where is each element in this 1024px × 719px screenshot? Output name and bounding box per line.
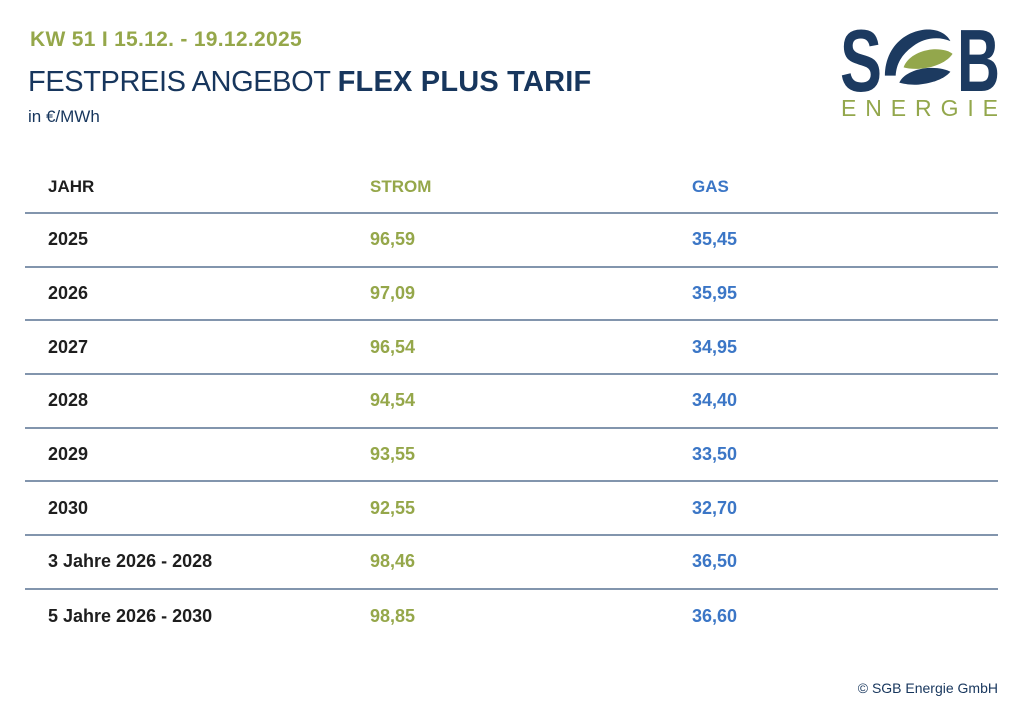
table-row: 2026 97,09 35,95: [25, 268, 998, 322]
strom-cell: 97,09: [370, 283, 416, 304]
logo-letter-s: S: [840, 26, 882, 110]
sgb-logo-icon: S B ENERGIE: [840, 26, 1000, 121]
strom-cell: 96,54: [370, 336, 416, 357]
jahr-cell: 2030: [48, 497, 89, 518]
jahr-cell: 2029: [48, 444, 89, 465]
table-row: 2027 96,54 34,95: [25, 321, 998, 376]
unit-label: in €/MWh: [28, 107, 100, 126]
gas-cell: 36,50: [692, 551, 738, 572]
logo-letter-b: B: [957, 26, 1000, 110]
column-header-strom: STROM: [370, 177, 432, 196]
table-row: 3 Jahre 2026 - 2028 98,46 36,50: [25, 536, 998, 590]
column-header-jahr: JAHR: [48, 177, 95, 196]
copyright: © SGB Energie GmbH: [857, 680, 998, 696]
company-logo: S B ENERGIE: [840, 26, 1000, 122]
stylized-leaf-g-icon: [884, 29, 953, 85]
jahr-cell: 5 Jahre 2026 - 2030: [48, 606, 213, 627]
gas-cell: 34,40: [692, 390, 738, 411]
gas-cell: 35,95: [692, 283, 738, 304]
page-title-bold: FLEX PLUS TARIF: [337, 66, 592, 98]
table-row: 2028 94,54 34,40: [25, 375, 998, 429]
strom-cell: 96,59: [370, 229, 416, 250]
page-title-regular: FESTPREIS ANGEBOT: [28, 66, 331, 98]
table-row: 2025 96,59 35,45: [25, 214, 998, 268]
strom-cell: 92,55: [370, 497, 416, 518]
page-title: FESTPREIS ANGEBOT FLEX PLUS TARIF: [28, 66, 591, 99]
column-header-gas: GAS: [692, 177, 729, 196]
gas-cell: 35,45: [692, 229, 738, 250]
strom-cell: 94,54: [370, 390, 416, 411]
gas-cell: 32,70: [692, 497, 738, 518]
jahr-cell: 3 Jahre 2026 - 2028: [48, 551, 213, 572]
jahr-cell: 2025: [48, 229, 89, 250]
strom-cell: 98,85: [370, 606, 416, 627]
table-row: 5 Jahre 2026 - 2030 98,85 36,60: [25, 590, 998, 644]
gas-cell: 34,95: [692, 336, 738, 357]
week-label: KW 51 I 15.12. - 19.12.2025: [30, 28, 302, 51]
jahr-cell: 2027: [48, 336, 89, 357]
table-row: 2030 92,55 32,70: [25, 482, 998, 537]
table-header-row: JAHR STROM GAS: [25, 162, 998, 214]
logo-subtitle: ENERGIE: [841, 95, 998, 121]
strom-cell: 93,55: [370, 444, 416, 465]
strom-cell: 98,46: [370, 551, 416, 572]
gas-cell: 33,50: [692, 444, 738, 465]
price-table: JAHR STROM GAS 2025 96,59 35,45 2026 97,…: [25, 162, 998, 644]
jahr-cell: 2026: [48, 283, 89, 304]
jahr-cell: 2028: [48, 390, 89, 411]
gas-cell: 36,60: [692, 606, 738, 627]
table-row: 2029 93,55 33,50: [25, 429, 998, 483]
